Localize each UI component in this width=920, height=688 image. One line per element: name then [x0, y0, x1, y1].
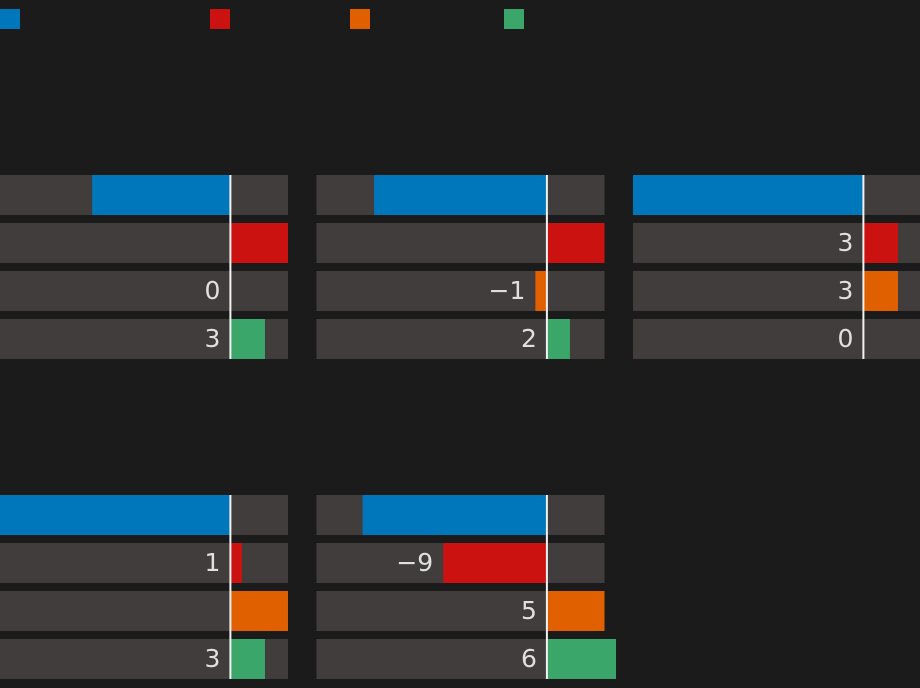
bar-series-2 [863, 223, 898, 263]
bar-series-2 [230, 543, 242, 583]
legend-swatch-series-1 [0, 9, 20, 29]
bar-series-1 [0, 495, 231, 535]
bar-track [633, 319, 920, 359]
panel-4: 13 [0, 495, 288, 679]
panel-1: 03 [0, 175, 288, 359]
bar-series-1 [92, 175, 231, 215]
bar-series-1 [362, 495, 547, 535]
bar-track [0, 271, 288, 311]
value-label: 0 [837, 324, 853, 353]
value-label: 0 [204, 276, 220, 305]
panel-2: −1 2 [316, 175, 605, 359]
value-label: 1 [204, 548, 220, 577]
value-label: −9 [396, 548, 433, 577]
bar-track [316, 271, 605, 311]
legend [0, 0, 920, 40]
value-label: 3 [837, 276, 853, 305]
value-label: 5 [521, 596, 537, 625]
bar-series-2 [546, 223, 605, 263]
bar-series-1 [374, 175, 547, 215]
bar-series-3 [546, 591, 605, 631]
bar-series-2 [230, 223, 288, 263]
bar-series-4 [230, 319, 265, 359]
legend-swatch-series-2 [210, 9, 230, 29]
panel-3: 3 3 0 [633, 175, 920, 359]
value-label: 6 [521, 644, 537, 673]
value-label: 3 [204, 644, 220, 673]
bar-series-4 [230, 639, 265, 679]
legend-swatch-series-3 [350, 9, 370, 29]
bar-series-3 [230, 591, 288, 631]
bar-series-4 [546, 639, 617, 679]
bar-series-2 [443, 543, 547, 583]
value-label: 3 [204, 324, 220, 353]
bar-series-1 [633, 175, 864, 215]
bar-series-3 [863, 271, 898, 311]
value-label: 3 [837, 228, 853, 257]
bar-series-3 [535, 271, 547, 311]
panel-5: −9 5 6 [316, 495, 617, 679]
bar-series-4 [546, 319, 570, 359]
bar-track [0, 543, 288, 583]
legend-swatch-series-4 [504, 9, 524, 29]
value-label: 2 [521, 324, 537, 353]
value-label: −1 [489, 276, 526, 305]
